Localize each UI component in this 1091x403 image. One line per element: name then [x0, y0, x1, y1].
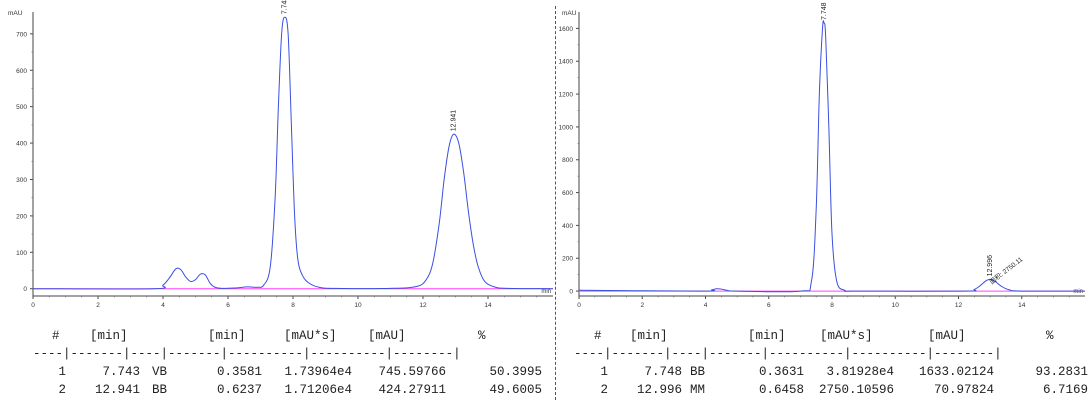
peak-label: 12.941 — [450, 110, 457, 132]
x-tick-label: 10 — [354, 302, 362, 309]
x-tick-label: 6 — [767, 302, 771, 309]
table-header-cell: % — [1046, 329, 1054, 343]
y-tick-label: 200 — [16, 213, 27, 220]
y-tick-label: 1600 — [559, 26, 574, 33]
y-tick-label: 300 — [16, 177, 27, 184]
table-cell: BB — [690, 365, 706, 379]
table-row: 1 7.748 BB 0.3631 3.81928e4 1633.02124 93.2831 — [558, 363, 1091, 381]
table-cell: 7.743 — [102, 365, 140, 379]
table-header-cell: [min] — [90, 329, 128, 343]
table-cell: 12.996 — [636, 383, 682, 397]
table-header-cell: [mAU] — [368, 329, 406, 343]
x-tick-label: 10 — [892, 302, 900, 309]
table-header-cell: # — [594, 329, 602, 343]
x-tick-label: 4 — [704, 302, 708, 309]
table-cell: 12.941 — [94, 383, 140, 397]
x-tick-label: 8 — [291, 302, 295, 309]
x-tick-label: 2 — [96, 302, 100, 309]
panel-divider — [555, 6, 556, 400]
y-tick-label: 600 — [16, 68, 27, 75]
x-tick-label: 12 — [955, 302, 963, 309]
y-tick-label: 600 — [562, 190, 573, 197]
table-cell: 7.748 — [644, 365, 682, 379]
table-cell: 50.3995 — [489, 365, 542, 379]
x-tick-label: 6 — [226, 302, 230, 309]
table-cell: 745.59766 — [378, 365, 446, 379]
x-axis-label: min — [541, 289, 551, 295]
x-tick-label: 14 — [484, 302, 492, 309]
table-cell: 1.73964e4 — [284, 365, 352, 379]
table-cell: 2750.10596 — [818, 383, 894, 397]
y-axis-label: mAU — [562, 10, 577, 17]
y-tick-label: 800 — [562, 157, 573, 164]
table-header-row: # [min] [min] [mAU*s] [mAU]% — [558, 327, 1091, 345]
y-tick-label: 1000 — [559, 124, 574, 131]
table-cell: 0.3631 — [758, 365, 804, 379]
table-cell: 1 — [600, 365, 608, 379]
table-cell: 3.81928e4 — [826, 365, 894, 379]
chromatogram-left: 0 100 200 300 400 500 600 700 0 2 4 6 8 10 12 14 mAU min 7… — [8, 0, 554, 309]
series-trace-line — [32, 16, 554, 290]
x-axis-label: min — [1073, 289, 1083, 295]
x-tick-label: 2 — [640, 302, 644, 309]
table-cell: 0.6458 — [758, 383, 804, 397]
peak-label: 7.748 — [821, 2, 828, 20]
peak-label: 7.743 — [281, 0, 288, 14]
table-cell: MM — [690, 383, 706, 397]
y-tick-label: 400 — [16, 141, 27, 148]
table-header-cell: [min] — [208, 329, 246, 343]
x-tick-label: 12 — [419, 302, 427, 309]
x-tick-label: 8 — [830, 302, 834, 309]
x-tick-label: 14 — [1018, 302, 1026, 309]
x-tick-label: 0 — [31, 302, 35, 309]
x-tick-label: 0 — [577, 302, 581, 309]
y-tick-label: 500 — [16, 104, 27, 111]
peak-table-right: # [min] [min] [mAU*s] [mAU]% ----|-------|---… — [558, 320, 1091, 400]
table-cell: 1 — [58, 365, 66, 379]
table-cell: BB — [152, 383, 168, 397]
chromatogram-right: 0 200 400 600 800 1000 1200 1400 1600 0 2 4 6 8 10 12 14… — [559, 2, 1086, 309]
table-cell: 1633.02124 — [918, 365, 994, 379]
y-tick-label: 700 — [16, 31, 27, 38]
series-trace-line — [578, 20, 1086, 293]
peak-table-left: # [min] [min] [mAU*s] [mAU]% ----|-------|---… — [0, 320, 552, 400]
table-header-cell: [min] — [630, 329, 668, 343]
table-header-cell: % — [478, 329, 486, 343]
table-cell: 6.7169 — [1042, 383, 1088, 397]
table-row: 2 12.996 MM 0.6458 2750.10596 70.97824 6.7169 — [558, 381, 1091, 399]
y-tick-label: 1200 — [559, 92, 574, 99]
table-header-cell: [min] — [748, 329, 786, 343]
table-header-cell: [mAU] — [928, 329, 966, 343]
table-header-cell: [mAU*s] — [820, 329, 873, 343]
peak-label: 12.996 — [987, 255, 994, 277]
table-separator-text: ----|-------|----|-------|----------|---… — [33, 347, 461, 361]
table-cell: 0.6237 — [216, 383, 262, 397]
y-tick-label: 0 — [569, 289, 573, 296]
x-tick-label: 4 — [161, 302, 165, 309]
table-cell: 1.71206e4 — [284, 383, 352, 397]
table-cell: 93.2831 — [1035, 365, 1088, 379]
table-cell: 424.27911 — [378, 383, 446, 397]
table-cell: 2 — [600, 383, 608, 397]
table-cell: 49.6005 — [489, 383, 542, 397]
table-cell: 70.97824 — [933, 383, 994, 397]
table-row: 1 7.743 VB 0.3581 1.73964e4 745.59766 50.3995 — [0, 363, 552, 381]
table-cell: VB — [152, 365, 168, 379]
table-header-cell: # — [52, 329, 60, 343]
table-cell: 2 — [58, 383, 66, 397]
table-cell: 0.3581 — [216, 365, 262, 379]
table-separator-text: ----|-------|----|-------|----------|---… — [574, 347, 1002, 361]
table-row: 2 12.941 BB 0.6237 1.71206e4 424.27911 49.6005 — [0, 381, 552, 399]
y-tick-label: 100 — [16, 250, 27, 257]
y-axis-label: mAU — [8, 10, 23, 17]
table-header-row: # [min] [min] [mAU*s] [mAU]% — [0, 327, 552, 345]
y-tick-label: 400 — [562, 223, 573, 230]
y-tick-label: 200 — [562, 256, 573, 263]
table-header-cell: [mAU*s] — [284, 329, 337, 343]
y-tick-label: 1400 — [559, 59, 574, 66]
y-tick-label: 0 — [23, 286, 27, 293]
